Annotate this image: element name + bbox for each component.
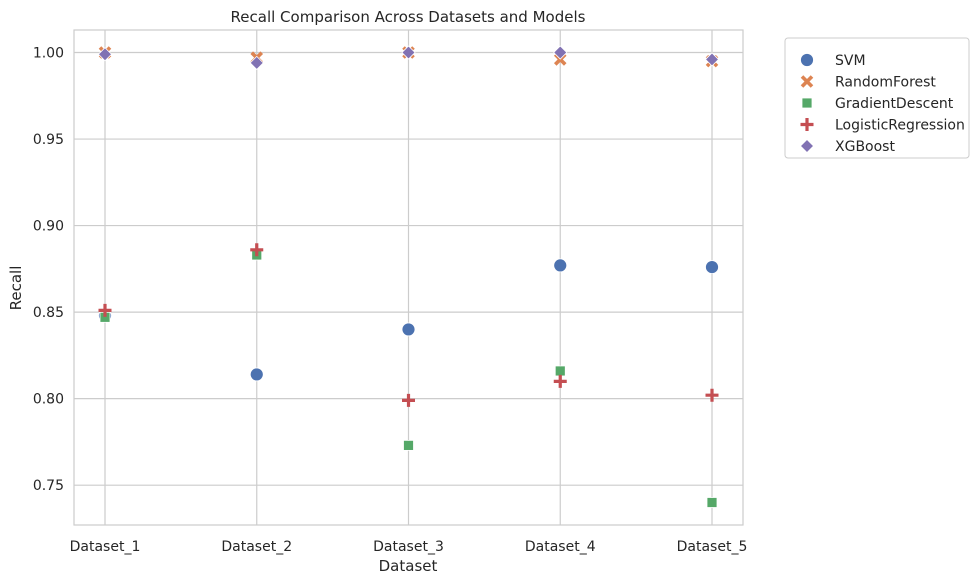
data-point-xgboost	[553, 45, 568, 60]
data-point-logisticregression	[402, 393, 415, 407]
data-point-svm	[401, 322, 416, 337]
legend-label: GradientDescent	[835, 96, 954, 112]
legend-box	[784, 37, 970, 159]
chart-title: Recall Comparison Across Datasets and Mo…	[231, 8, 586, 26]
data-point-svm	[705, 260, 719, 275]
data-point-logisticregression	[98, 303, 112, 317]
data-point-logisticregression	[250, 243, 264, 257]
legend-label: RandomForest	[835, 75, 936, 91]
x-tick-label: Dataset_2	[221, 539, 292, 555]
data-point-gradientdescent	[554, 365, 566, 377]
y-tick-label: 0.90	[33, 219, 64, 235]
data-point-logisticregression	[705, 388, 719, 402]
legend-marker-logisticregression	[800, 118, 814, 131]
legend-label: LogisticRegression	[835, 118, 965, 134]
x-tick-label: Dataset_3	[373, 539, 444, 555]
y-tick-label: 0.85	[33, 305, 64, 321]
data-point-gradientdescent	[403, 439, 414, 451]
data-point-svm	[553, 258, 568, 273]
legend-marker-gradientdescent	[801, 97, 813, 109]
y-axis-title: Recall	[7, 266, 25, 311]
data-point-xgboost	[249, 55, 264, 70]
x-tick-label: Dataset_5	[677, 539, 748, 555]
data-point-xgboost	[97, 47, 113, 62]
tick-labels: 0.75 0.80 0.85 0.90 0.95 1.00 Dataset_1 Dataset…	[33, 46, 748, 556]
y-tick-label: 0.95	[33, 132, 64, 148]
y-tick-label: 1.00	[33, 46, 64, 62]
legend: SVM RandomForest GradientDescent LogisticRe…	[784, 37, 970, 159]
plot-area-frame	[73, 29, 744, 526]
legend-marker-randomforest	[800, 75, 814, 88]
data-point-xgboost	[704, 52, 720, 67]
x-axis-title: Dataset	[379, 557, 438, 575]
x-tick-label: Dataset_1	[70, 539, 141, 555]
data-point-logisticregression	[553, 374, 567, 388]
legend-label: XGBoost	[835, 139, 895, 155]
data-point-svm	[249, 367, 264, 382]
y-tick-label: 0.75	[33, 478, 64, 494]
y-tick-label: 0.80	[33, 392, 64, 408]
legend-marker-svm	[800, 53, 814, 67]
x-tick-label: Dataset_4	[525, 539, 596, 555]
data-point-xgboost	[401, 45, 416, 60]
data-point-gradientdescent	[706, 497, 718, 508]
legend-label: SVM	[835, 53, 866, 69]
data-points	[97, 45, 720, 508]
legend-marker-xgboost	[799, 138, 815, 154]
